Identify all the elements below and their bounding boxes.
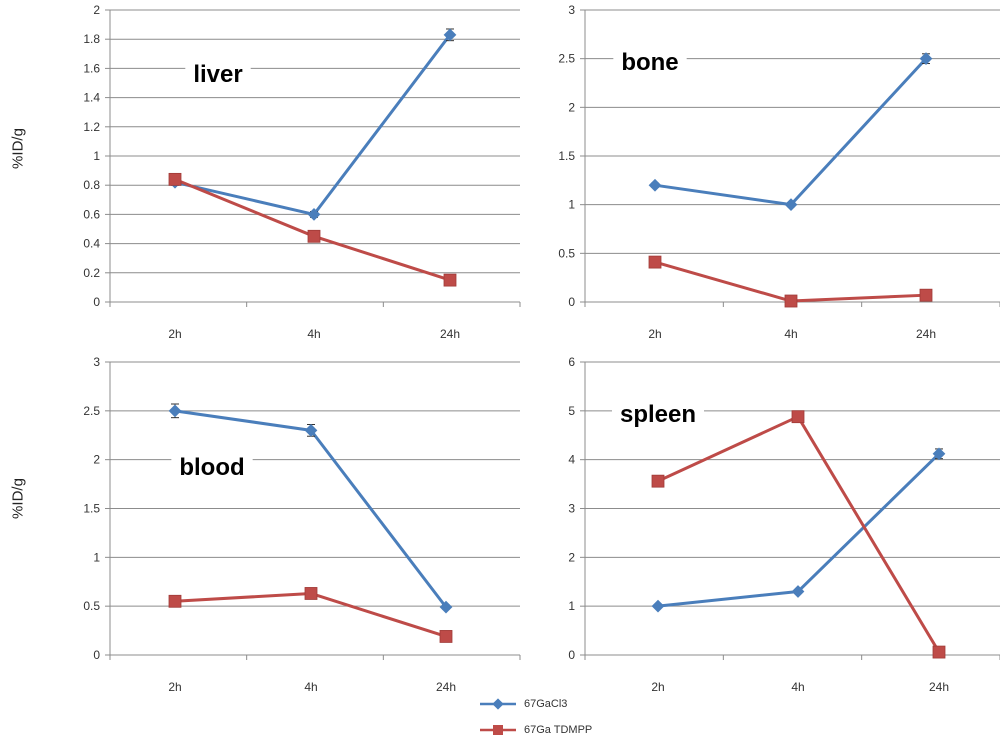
- panel-title-blood: blood: [179, 454, 244, 481]
- chart-panel-bone: 0 0.5 1 1.5 2 2.5 3 2h 4h 24h bone: [558, 3, 1000, 341]
- data-point-67Ga TDMPP: [919, 288, 933, 302]
- legend-label-gacl3: 67GaCl3: [524, 698, 568, 710]
- y-tick-label: 0.8: [83, 178, 100, 192]
- data-point-67Ga TDMPP: [307, 229, 321, 243]
- y-tick-label: 1.8: [83, 32, 100, 46]
- data-point-67GaCl3: [651, 599, 665, 613]
- y-tick-label: 0.2: [83, 266, 100, 280]
- legend-marker-gacl3: [480, 698, 516, 710]
- y-tick-label: 2: [568, 100, 575, 114]
- y-tick-label: 2: [93, 3, 100, 17]
- x-tick-label: 24h: [929, 680, 949, 694]
- x-tick-label: 4h: [791, 680, 804, 694]
- series-line-67Ga TDMPP: [174, 591, 447, 638]
- y-tick-label: 2: [568, 550, 575, 564]
- x-tick-label: 4h: [307, 327, 320, 341]
- panel-title-liver: liver: [193, 61, 242, 88]
- series-line-67GaCl3: [654, 57, 928, 207]
- data-point-67Ga TDMPP: [443, 273, 457, 287]
- y-tick-label: 1: [568, 599, 575, 613]
- y-tick-label: 0.6: [83, 207, 100, 221]
- data-point-67Ga TDMPP: [648, 255, 662, 269]
- y-tick-label: 1: [93, 550, 100, 564]
- x-tick-label: 24h: [916, 327, 936, 341]
- legend-item-gacl3: 67GaCl3: [478, 694, 567, 714]
- y-tick-label: 0: [568, 295, 575, 309]
- series-line-67Ga TDMPP: [174, 177, 451, 282]
- chart-panel-liver: 0 0.2 0.4 0.6 0.8 1 1.2 1.4 1.6 1.8 2 2h 4h 24h liver: [83, 3, 521, 341]
- data-point-67Ga TDMPP: [168, 172, 182, 186]
- panel-title-background: [171, 452, 253, 483]
- y-tick-label: 3: [568, 502, 575, 516]
- x-tick-label: 24h: [436, 680, 456, 694]
- data-point-67GaCl3: [168, 404, 182, 418]
- panel-title-background: [185, 59, 251, 90]
- data-point-67GaCl3: [304, 424, 318, 437]
- x-tick-label: 2h: [651, 680, 664, 694]
- panel-title-background: [611, 399, 705, 430]
- y-tick-label: 1.2: [83, 120, 100, 134]
- x-tick-label: 4h: [784, 327, 797, 341]
- data-point-67Ga TDMPP: [784, 294, 798, 308]
- data-point-67GaCl3: [648, 178, 662, 192]
- data-point-67Ga TDMPP: [439, 630, 453, 643]
- legend-marker-tdmpp: [480, 725, 516, 735]
- data-point-67Ga TDMPP: [651, 474, 665, 488]
- data-point-67GaCl3: [443, 28, 457, 42]
- y-axis-label-top: %ID/g: [9, 128, 27, 169]
- y-tick-label: 4: [568, 453, 575, 467]
- y-tick-label: 0: [93, 295, 100, 309]
- data-point-67Ga TDMPP: [168, 594, 182, 608]
- y-tick-label: 0.4: [83, 237, 100, 251]
- x-tick-label: 2h: [648, 327, 661, 341]
- data-point-67Ga TDMPP: [791, 410, 805, 424]
- x-tick-label: 4h: [304, 680, 317, 694]
- y-tick-label: 0.5: [558, 246, 575, 260]
- y-tick-label: 1: [568, 198, 575, 212]
- y-tick-label: 2: [93, 453, 100, 467]
- y-tick-label: 3: [93, 355, 100, 369]
- data-point-67Ga TDMPP: [304, 587, 318, 600]
- y-tick-label: 2.5: [83, 404, 100, 418]
- panel-title-background: [613, 47, 687, 78]
- y-tick-label: 6: [568, 355, 575, 369]
- series-line-67Ga TDMPP: [657, 415, 941, 653]
- y-tick-label: 3: [568, 3, 575, 17]
- y-tick-label: 1.6: [83, 61, 100, 75]
- y-tick-label: 1.5: [558, 149, 575, 163]
- y-tick-label: 0.5: [83, 599, 100, 613]
- y-tick-label: 0: [568, 648, 575, 662]
- chart-panel-blood: 0 0.5 1 1.5 2 2.5 3 2h 4h 24h blood: [83, 355, 521, 694]
- x-tick-label: 2h: [168, 327, 181, 341]
- data-point-67GaCl3: [307, 208, 321, 221]
- legend-label-tdmpp: 67Ga TDMPP: [524, 724, 593, 736]
- y-tick-label: 1.4: [83, 91, 100, 105]
- y-axis-label-bottom: %ID/g: [9, 478, 27, 519]
- chart-panel-spleen: 0 1 2 3 4 5 6 2h 4h 24h spleen: [568, 355, 1000, 694]
- y-tick-label: 1: [93, 149, 100, 163]
- x-tick-label: 24h: [440, 327, 460, 341]
- panel-title-spleen: spleen: [620, 401, 696, 428]
- y-tick-label: 0: [93, 648, 100, 662]
- x-tick-label: 2h: [168, 680, 181, 694]
- legend-item-tdmpp: 67Ga TDMPP: [478, 720, 592, 740]
- y-tick-label: 1.5: [83, 502, 100, 516]
- y-tick-label: 5: [568, 404, 575, 418]
- y-tick-label: 2.5: [558, 52, 575, 66]
- legend: 67GaCl3 67Ga TDMPP: [478, 694, 678, 744]
- panel-title-bone: bone: [621, 49, 678, 76]
- data-point-67Ga TDMPP: [932, 645, 946, 659]
